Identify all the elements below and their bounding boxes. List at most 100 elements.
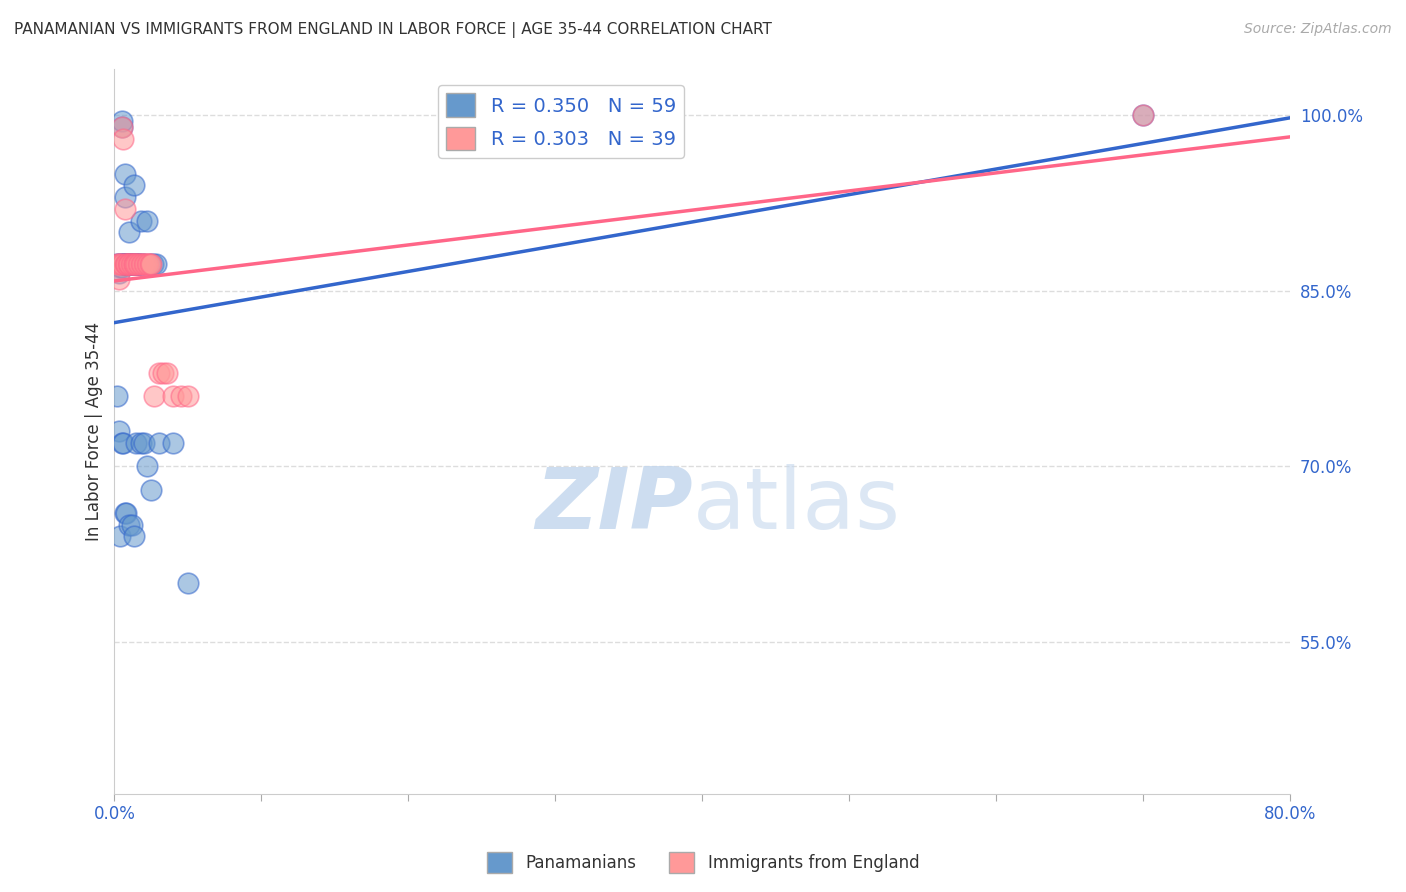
- Y-axis label: In Labor Force | Age 35-44: In Labor Force | Age 35-44: [86, 321, 103, 541]
- Point: [128, 257, 150, 271]
- Point: [127, 257, 149, 271]
- Text: Source: ZipAtlas.com: Source: ZipAtlas.com: [1244, 22, 1392, 37]
- Text: PANAMANIAN VS IMMIGRANTS FROM ENGLAND IN LABOR FORCE | AGE 35-44 CORRELATION CHA: PANAMANIAN VS IMMIGRANTS FROM ENGLAND IN…: [14, 22, 772, 38]
- Legend: Panamanians, Immigrants from England: Panamanians, Immigrants from England: [479, 846, 927, 880]
- Point: [110, 257, 132, 271]
- Point: [125, 257, 148, 271]
- Point: [112, 435, 135, 450]
- Point: [114, 167, 136, 181]
- Point: [1132, 108, 1154, 122]
- Point: [162, 389, 184, 403]
- Point: [1132, 108, 1154, 122]
- Point: [156, 366, 179, 380]
- Point: [110, 257, 132, 271]
- Point: [114, 506, 136, 520]
- Point: [111, 114, 134, 128]
- Point: [152, 366, 174, 380]
- Point: [115, 257, 138, 271]
- Point: [129, 257, 152, 271]
- Text: atlas: atlas: [692, 464, 900, 547]
- Point: [111, 435, 134, 450]
- Point: [122, 178, 145, 193]
- Point: [114, 202, 136, 216]
- Point: [177, 389, 200, 403]
- Point: [135, 213, 157, 227]
- Point: [131, 257, 153, 271]
- Point: [121, 517, 143, 532]
- Point: [120, 257, 142, 271]
- Point: [135, 459, 157, 474]
- Point: [169, 389, 191, 403]
- Point: [105, 389, 128, 403]
- Point: [108, 266, 131, 280]
- Point: [141, 257, 163, 271]
- Point: [122, 257, 145, 271]
- Point: [118, 517, 141, 532]
- Point: [145, 257, 167, 271]
- Point: [132, 257, 155, 271]
- Point: [121, 257, 143, 271]
- Point: [118, 257, 141, 271]
- Point: [124, 257, 146, 271]
- Point: [115, 257, 138, 271]
- Point: [118, 257, 141, 271]
- Point: [136, 257, 159, 271]
- Point: [143, 389, 166, 403]
- Point: [132, 435, 155, 450]
- Point: [118, 225, 141, 239]
- Point: [111, 257, 134, 271]
- Point: [118, 257, 141, 271]
- Point: [111, 260, 134, 275]
- Point: [111, 120, 134, 134]
- Point: [112, 257, 135, 271]
- Point: [112, 257, 135, 271]
- Point: [114, 257, 136, 271]
- Point: [112, 257, 135, 271]
- Point: [111, 120, 134, 134]
- Point: [115, 506, 138, 520]
- Point: [108, 257, 131, 271]
- Point: [122, 257, 145, 271]
- Point: [138, 257, 160, 271]
- Point: [120, 257, 142, 271]
- Point: [129, 435, 152, 450]
- Point: [121, 257, 143, 271]
- Point: [114, 190, 136, 204]
- Point: [105, 257, 128, 271]
- Point: [117, 257, 139, 271]
- Point: [177, 576, 200, 591]
- Point: [108, 272, 131, 286]
- Point: [135, 257, 157, 271]
- Point: [142, 257, 165, 271]
- Point: [141, 483, 163, 497]
- Point: [125, 257, 148, 271]
- Point: [134, 257, 156, 271]
- Point: [120, 257, 142, 271]
- Point: [122, 529, 145, 543]
- Point: [122, 257, 145, 271]
- Point: [131, 257, 153, 271]
- Point: [128, 257, 150, 271]
- Legend: R = 0.350   N = 59, R = 0.303   N = 39: R = 0.350 N = 59, R = 0.303 N = 39: [439, 86, 683, 158]
- Point: [112, 131, 135, 145]
- Point: [105, 257, 128, 271]
- Point: [132, 257, 155, 271]
- Point: [115, 257, 138, 271]
- Point: [108, 257, 131, 271]
- Point: [115, 257, 138, 271]
- Point: [148, 366, 170, 380]
- Point: [124, 257, 146, 271]
- Point: [148, 435, 170, 450]
- Point: [110, 260, 132, 275]
- Point: [108, 424, 131, 438]
- Point: [117, 257, 139, 271]
- Point: [117, 257, 139, 271]
- Point: [162, 435, 184, 450]
- Point: [110, 529, 132, 543]
- Point: [115, 257, 138, 271]
- Point: [127, 257, 149, 271]
- Point: [127, 257, 149, 271]
- Point: [138, 257, 160, 271]
- Point: [118, 257, 141, 271]
- Point: [129, 213, 152, 227]
